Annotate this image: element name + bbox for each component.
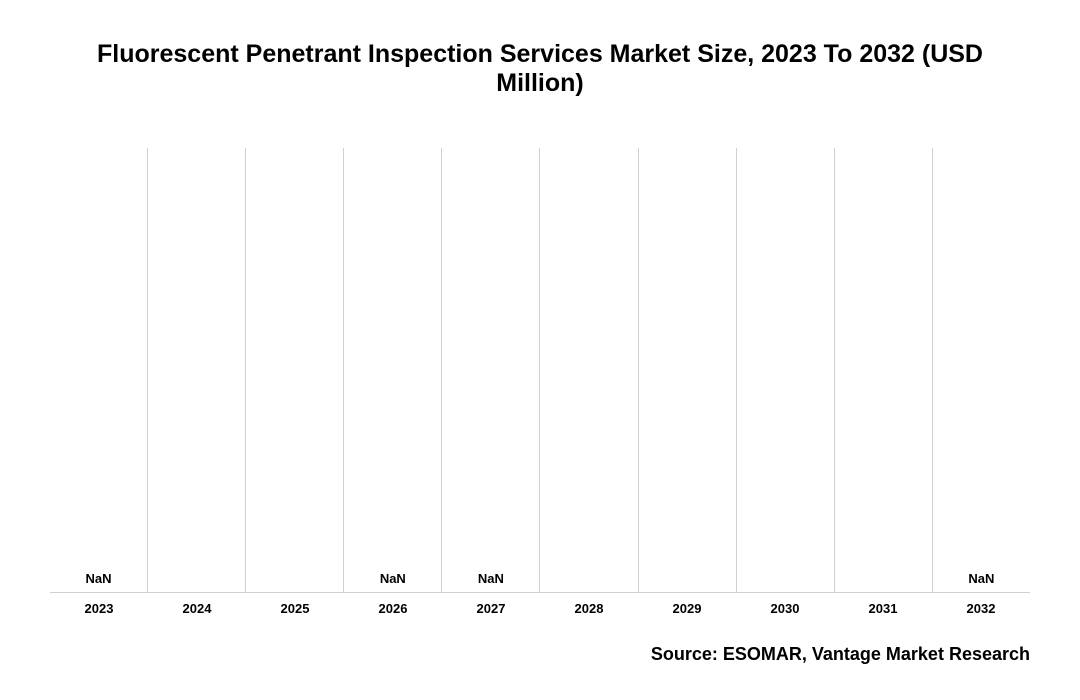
bar-column: NaN xyxy=(344,148,442,592)
chart-title: Fluorescent Penetrant Inspection Service… xyxy=(50,40,1030,98)
x-tick-label: 2027 xyxy=(442,601,540,616)
bar-value-label: NaN xyxy=(86,571,112,592)
bar-column xyxy=(148,148,246,592)
bar-column: NaN xyxy=(933,148,1030,592)
x-tick-label: 2030 xyxy=(736,601,834,616)
bar-column xyxy=(540,148,638,592)
x-tick-label: 2023 xyxy=(50,601,148,616)
chart-container: Fluorescent Penetrant Inspection Service… xyxy=(0,0,1080,700)
x-axis: 2023 2024 2025 2026 2027 2028 2029 2030 … xyxy=(50,601,1030,616)
bar-column xyxy=(835,148,933,592)
source-attribution: Source: ESOMAR, Vantage Market Research xyxy=(50,644,1030,665)
x-tick-label: 2028 xyxy=(540,601,638,616)
x-tick-label: 2024 xyxy=(148,601,246,616)
bar-value-label: NaN xyxy=(968,571,994,592)
bar-column: NaN xyxy=(50,148,148,592)
chart-plot-area: NaN NaN NaN NaN xyxy=(50,148,1030,593)
x-tick-label: 2031 xyxy=(834,601,932,616)
bar-column: NaN xyxy=(442,148,540,592)
bar-value-label: NaN xyxy=(380,571,406,592)
bar-value-label: NaN xyxy=(478,571,504,592)
x-tick-label: 2025 xyxy=(246,601,344,616)
bar-column xyxy=(737,148,835,592)
x-tick-label: 2029 xyxy=(638,601,736,616)
bar-column xyxy=(639,148,737,592)
x-tick-label: 2026 xyxy=(344,601,442,616)
x-tick-label: 2032 xyxy=(932,601,1030,616)
bar-column xyxy=(246,148,344,592)
